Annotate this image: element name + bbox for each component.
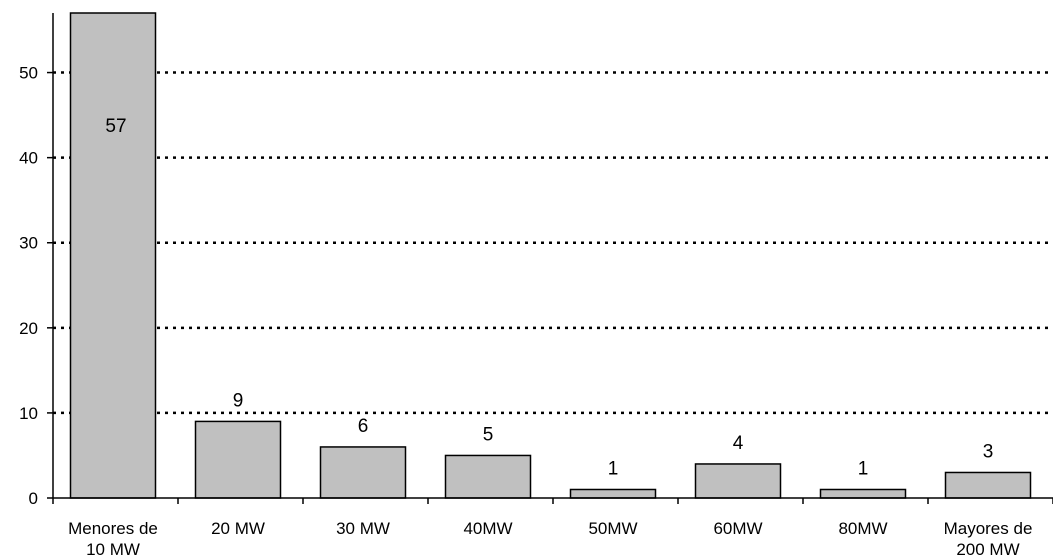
x-category-label: Menores de [68,519,158,538]
bar [319,446,407,499]
data-label: 3 [983,441,994,462]
data-label: 5 [483,424,494,445]
data-label: 1 [608,458,619,479]
bar [444,454,532,499]
y-tick-label: 40 [19,149,38,168]
axes [47,13,1053,504]
x-category-label: 40MW [463,519,512,538]
x-category-label: 20 MW [211,519,265,538]
x-category-label: 50MW [588,519,637,538]
y-tick-label: 20 [19,319,38,338]
data-label: 9 [233,390,244,411]
bar [944,471,1032,499]
y-tick-label: 10 [19,404,38,423]
data-label: 1 [858,458,869,479]
bar [194,420,282,499]
bar [569,488,657,499]
x-category-label: 60MW [713,519,762,538]
bar [69,12,157,499]
bar [819,488,907,499]
data-label: 4 [733,433,744,454]
y-tick-label: 50 [19,64,38,83]
data-label: 57 [105,116,126,137]
gridlines [53,71,1053,415]
y-tick-label: 30 [19,234,38,253]
x-category-label: 10 MW [86,540,140,559]
y-tick-label: 0 [29,489,38,508]
x-category-label: Mayores de [944,519,1033,538]
x-category-label: 200 MW [956,540,1019,559]
data-label: 6 [358,416,369,437]
x-category-label: 30 MW [336,519,390,538]
x-category-label: 80MW [838,519,887,538]
bar [694,463,782,499]
bars [69,12,1032,499]
